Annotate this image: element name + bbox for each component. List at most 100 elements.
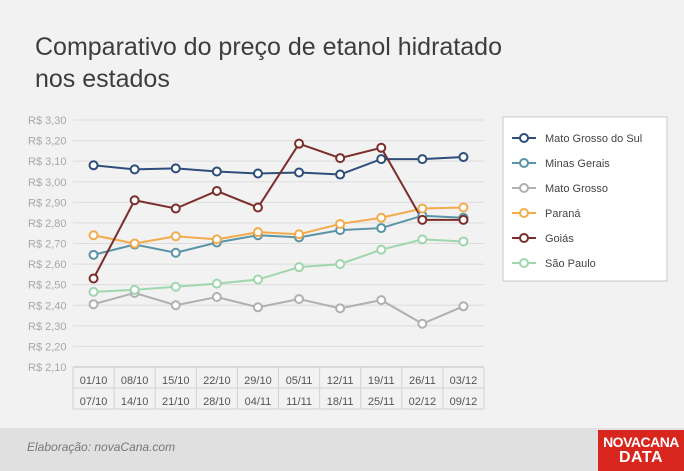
data-point: [335, 169, 346, 180]
y-tick-label: R$ 3,00: [28, 177, 67, 189]
data-point: [170, 281, 181, 292]
legend-swatch-marker: [519, 258, 529, 268]
x-tick-label-end: 09/12: [450, 396, 478, 408]
x-tick-label-end: 02/12: [409, 396, 437, 408]
x-tick-label-start: 29/10: [244, 375, 272, 387]
data-point: [88, 160, 99, 171]
logo-line-2: DATA: [618, 449, 664, 466]
data-point: [417, 214, 428, 225]
data-point: [88, 249, 99, 260]
x-tick-label-end: 28/10: [203, 396, 231, 408]
data-point: [211, 278, 222, 289]
data-point: [458, 236, 469, 247]
legend-box: [502, 116, 668, 282]
y-tick-label: R$ 2,50: [28, 280, 67, 292]
data-point: [294, 138, 305, 149]
data-point: [170, 231, 181, 242]
data-point: [376, 154, 387, 165]
y-tick-label: R$ 2,10: [28, 362, 67, 374]
data-point: [211, 292, 222, 303]
data-point: [294, 294, 305, 305]
data-point: [294, 229, 305, 240]
data-point: [211, 186, 222, 197]
y-tick-label: R$ 2,70: [28, 239, 67, 251]
data-point: [417, 234, 428, 245]
x-tick-label-start: 22/10: [203, 375, 231, 387]
data-point: [129, 195, 140, 206]
data-point: [211, 166, 222, 177]
x-tick-label-end: 04/11: [245, 396, 272, 408]
x-tick-label-start: 03/12: [450, 375, 478, 387]
legend-label: Paraná: [545, 208, 581, 220]
legend-label: Goiás: [545, 233, 574, 245]
y-tick-label: R$ 2,30: [28, 321, 67, 333]
data-point: [335, 303, 346, 314]
data-point: [335, 218, 346, 229]
footer-bar: Elaboração: novaCana.com: [0, 428, 684, 471]
y-tick-label: R$ 2,90: [28, 197, 67, 209]
data-point: [88, 230, 99, 241]
series-line: [93, 156, 464, 176]
x-tick-label-start: 26/11: [409, 375, 436, 387]
data-point: [376, 142, 387, 153]
data-point: [129, 164, 140, 175]
data-point: [376, 223, 387, 234]
x-tick-label-end: 21/10: [162, 396, 190, 408]
legend-label: Mato Grosso: [545, 183, 608, 195]
data-point: [170, 247, 181, 258]
line-chart: R$ 2,10 R$ 2,20 R$ 2,30 R$ 2,40 R$ 2,50 R$ 2,…: [28, 115, 668, 410]
data-point: [458, 214, 469, 225]
chart-title: Comparativo do preço de etanol hidratado…: [35, 31, 635, 95]
data-point: [417, 318, 428, 329]
y-tick-label: R$ 2,40: [28, 300, 67, 312]
novacana-data-logo: NOVACANA DATA: [598, 430, 684, 471]
data-point: [129, 238, 140, 249]
legend-swatch-marker: [519, 133, 529, 143]
data-point: [252, 168, 263, 179]
legend-swatch-marker: [519, 233, 529, 243]
data-point: [88, 286, 99, 297]
data-point: [417, 203, 428, 214]
data-point: [417, 154, 428, 165]
y-tick-label: R$ 3,20: [28, 136, 67, 148]
x-tick-label-start: 15/10: [162, 375, 190, 387]
x-tick-label-end: 11/11: [286, 396, 312, 408]
legend-label: São Paulo: [545, 258, 596, 270]
data-point: [252, 227, 263, 238]
y-tick-label: R$ 2,80: [28, 218, 67, 230]
chart-title-line-2: nos estados: [35, 65, 170, 93]
logo-line-1: NOVACANA: [603, 434, 679, 450]
data-point: [458, 301, 469, 312]
x-tick-label-start: 05/11: [286, 375, 313, 387]
data-point: [294, 167, 305, 178]
data-point: [376, 212, 387, 223]
data-point: [458, 152, 469, 163]
data-point: [252, 302, 263, 313]
series-line: [93, 238, 464, 293]
x-tick-label-start: 19/11: [368, 375, 395, 387]
x-tick-label-start: 08/10: [121, 375, 149, 387]
series-line: [93, 206, 464, 245]
data-point: [170, 300, 181, 311]
data-point: [376, 295, 387, 306]
data-point: [252, 202, 263, 213]
x-tick-label-end: 07/10: [80, 396, 108, 408]
data-point: [88, 273, 99, 284]
legend-swatch-marker: [519, 208, 529, 218]
legend-swatch-marker: [519, 158, 529, 168]
series-line: [93, 291, 464, 325]
x-tick-label-start: 12/11: [327, 375, 354, 387]
data-point: [458, 202, 469, 213]
data-point: [211, 234, 222, 245]
chart-title-line-1: Comparativo do preço de etanol hidratado: [35, 33, 502, 61]
y-tick-label: R$ 3,30: [28, 115, 67, 127]
data-point: [129, 284, 140, 295]
y-tick-label: R$ 3,10: [28, 156, 67, 168]
data-point: [335, 153, 346, 164]
x-tick-label-end: 25/11: [368, 396, 395, 408]
series-line: [92, 142, 464, 279]
y-tick-label: R$ 2,20: [28, 341, 67, 353]
data-point: [170, 203, 181, 214]
x-tick-label-end: 18/11: [327, 396, 354, 408]
